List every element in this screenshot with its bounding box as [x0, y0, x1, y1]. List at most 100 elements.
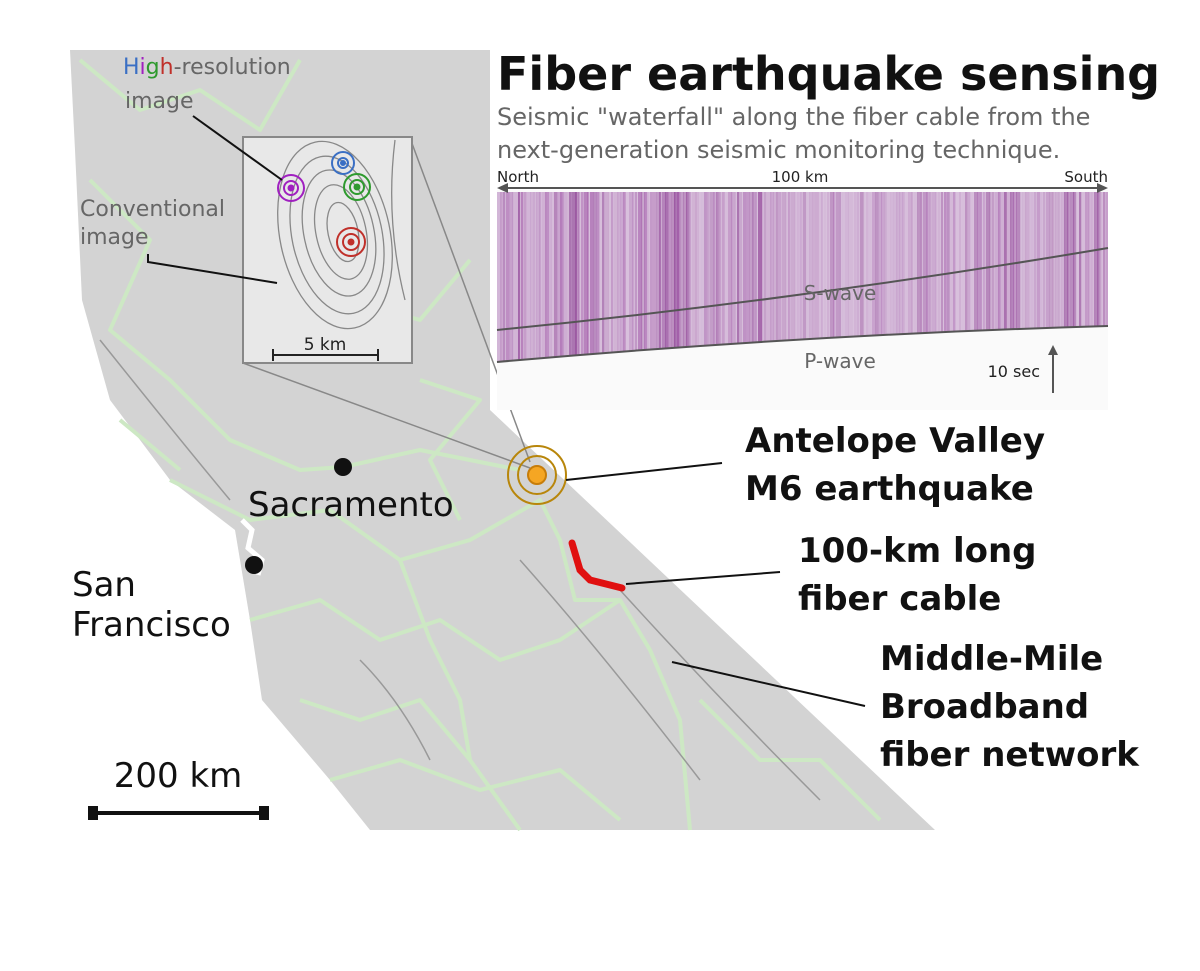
signal-streak — [533, 192, 537, 362]
signal-streak — [740, 192, 743, 362]
signal-streak — [803, 192, 807, 362]
signal-streak — [716, 192, 720, 362]
signal-streak — [965, 192, 968, 362]
signal-streak — [782, 192, 787, 362]
leader-line — [671, 661, 866, 707]
fiber-cable — [568, 539, 626, 592]
signal-streak — [536, 192, 541, 362]
signal-streak — [530, 192, 535, 362]
signal-streak — [524, 192, 527, 362]
signal-streak — [833, 192, 836, 362]
signal-streak — [884, 192, 887, 362]
signal-streak — [743, 192, 747, 362]
signal-streak — [563, 192, 567, 362]
signal-streak — [539, 192, 542, 362]
signal-streak — [503, 192, 506, 362]
subtitle: next-generation seismic monitoring techn… — [497, 136, 1060, 164]
signal-streak — [569, 192, 572, 362]
signal-streak — [1073, 192, 1077, 362]
signal-streak — [584, 192, 589, 362]
signal-streak — [893, 192, 898, 362]
signal-streak — [497, 192, 501, 362]
signal-streak — [1106, 192, 1108, 362]
signal-streak — [656, 192, 661, 362]
signal-streak — [620, 192, 624, 362]
network-label: Broadband — [880, 687, 1089, 727]
signal-streak — [941, 192, 944, 362]
signal-streak — [779, 192, 782, 362]
signal-streak — [866, 192, 869, 362]
signal-streak — [614, 192, 619, 362]
conventional-label: Conventional — [80, 197, 225, 222]
time-scale-label: 10 sec — [988, 362, 1040, 381]
signal-streak — [761, 192, 764, 362]
cable-label: 100-km long — [798, 531, 1037, 571]
waterfall: North 100 km South S-wave P-wave 10 sec — [496, 168, 1109, 410]
signal-streak — [629, 192, 633, 362]
signal-streak — [1016, 192, 1021, 362]
signal-streak — [515, 192, 519, 362]
signal-streak — [728, 192, 733, 362]
signal-streak — [1088, 192, 1093, 362]
signal-streak — [704, 192, 708, 362]
signal-streak — [689, 192, 692, 362]
signal-streak — [545, 192, 549, 362]
signal-streak — [1100, 192, 1103, 362]
signal-streak — [650, 192, 653, 362]
signal-streak — [719, 192, 722, 362]
signal-streak — [674, 192, 679, 362]
signal-streak — [1022, 192, 1027, 362]
hires-label: High-resolution — [123, 55, 291, 80]
signal-streak — [710, 192, 715, 362]
signal-streak — [554, 192, 558, 362]
signal-streak — [683, 192, 688, 362]
signal-streak — [938, 192, 941, 362]
signal-streak — [830, 192, 835, 362]
signal-streak — [581, 192, 584, 362]
signal-streak — [845, 192, 849, 362]
road-network — [78, 58, 882, 832]
signal-streak — [773, 192, 778, 362]
signal-streak — [995, 192, 1000, 362]
s-wave-curve — [496, 247, 1109, 331]
waterfall-signal — [497, 190, 1108, 370]
scale-label: 200 km — [114, 756, 243, 796]
signal-streak — [968, 192, 971, 362]
hires-label-part: h — [160, 55, 174, 80]
contours — [277, 139, 406, 330]
signal-streak — [977, 192, 982, 362]
signal-streak — [902, 192, 905, 362]
signal-streak — [911, 192, 914, 362]
fault-line — [99, 339, 821, 801]
city-dot — [245, 556, 263, 574]
hires-label-part: i — [140, 55, 146, 80]
hires-label-part: -resolution — [174, 55, 291, 80]
signal-streak — [854, 192, 857, 362]
signal-streak — [731, 192, 736, 362]
signal-streak — [638, 192, 643, 362]
signal-streak — [890, 192, 894, 362]
signal-streak — [1061, 192, 1065, 362]
signal-streak — [527, 192, 532, 362]
signal-streak — [725, 190, 728, 370]
signal-streak — [1067, 192, 1071, 362]
signal-streak — [560, 192, 564, 362]
signal-streak — [932, 192, 936, 362]
city-label: San — [72, 565, 136, 605]
waterfall-background — [497, 190, 1108, 410]
subtitle: Seismic "waterfall" along the fiber cabl… — [497, 103, 1090, 131]
signal-streak — [692, 192, 697, 362]
signal-streak — [1064, 192, 1069, 362]
signal-streak — [989, 192, 994, 362]
signal-streak — [644, 192, 648, 362]
signal-streak — [596, 192, 600, 362]
signal-streak — [836, 192, 841, 362]
signal-streak — [1004, 192, 1007, 362]
city-dot — [334, 458, 352, 476]
inset-scale-label: 5 km — [304, 335, 347, 355]
signal-streak — [578, 192, 581, 362]
signal-streak — [1025, 192, 1029, 362]
signal-streak — [899, 192, 904, 362]
signal-streak — [1052, 192, 1056, 362]
signal-streak — [878, 192, 883, 362]
